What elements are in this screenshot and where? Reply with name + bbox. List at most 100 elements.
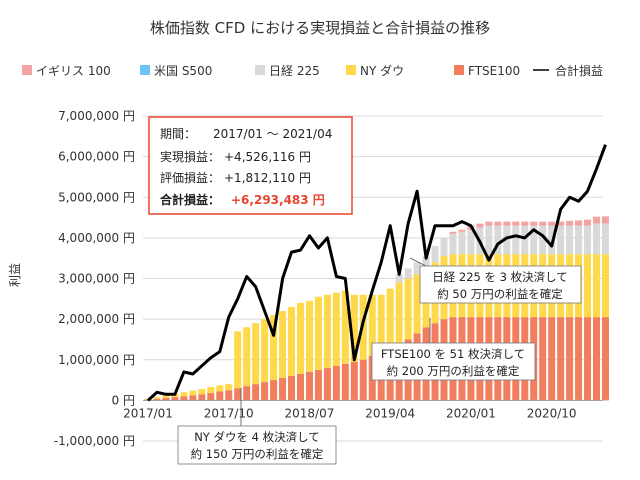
total-line — [146, 144, 607, 402]
x-tick-label: 2017/01 — [123, 406, 173, 420]
bar-segment — [593, 216, 600, 224]
bar-segment — [548, 317, 556, 401]
bar-segment — [261, 382, 269, 401]
bar-segment — [216, 391, 224, 401]
bar-segment — [539, 317, 547, 401]
legend-label: 日経 225 — [269, 64, 320, 78]
legend-swatch — [140, 65, 150, 75]
bar-segment — [584, 254, 592, 318]
y-tick-label: 0 円 — [112, 393, 135, 407]
bar-segment — [395, 282, 403, 344]
bar-segment — [225, 384, 233, 391]
bar-segment — [395, 274, 403, 283]
info-total-label: 合計損益： — [160, 192, 220, 207]
bar-segment — [601, 317, 609, 401]
x-tick-label: 2019/04 — [365, 406, 415, 420]
bar-segment — [512, 225, 520, 255]
bar-segment — [225, 390, 233, 401]
bar-segment — [601, 254, 609, 318]
annotation-ftse: FTSE100 を 51 枚決済して 約 200 万円の利益を確定 — [371, 318, 536, 381]
x-tick-label: 2020/01 — [446, 406, 496, 420]
bar-segment — [207, 393, 215, 401]
bar-segment — [413, 262, 421, 275]
bar-segment — [521, 221, 529, 226]
bar-segment — [530, 221, 538, 226]
y-axis-label: 利益 — [8, 263, 22, 287]
legend-swatch — [22, 65, 32, 75]
y-tick-label: -1,000,000 円 — [54, 434, 135, 448]
bar-segment — [458, 229, 466, 232]
bar-segment — [332, 292, 340, 366]
bar-segment — [341, 363, 349, 401]
info-period-label: 期間： — [160, 127, 196, 141]
bar-segment — [180, 396, 188, 401]
bar-segment — [180, 392, 188, 397]
annotation-nydow-line-2: 約 150 万円の利益を確定 — [191, 447, 324, 461]
annotation-ftse-box — [371, 342, 536, 381]
bar-segment — [279, 311, 287, 379]
bar-segment — [323, 367, 331, 401]
bar-segment — [503, 225, 511, 255]
bar-segment — [422, 256, 430, 271]
annotation-nikkei-line-2: 約 50 万円の利益を確定 — [437, 287, 563, 301]
legend-swatch — [255, 65, 265, 75]
info-total-value: +6,293,483 円 — [231, 193, 325, 207]
annotation-nydow: NY ダウを 4 枚決済して 約 150 万円の利益を確定 — [177, 388, 337, 465]
bar-segment — [485, 221, 493, 226]
bar-segment — [323, 294, 331, 368]
bar-segment — [162, 397, 170, 401]
bar-segment — [566, 225, 574, 255]
y-tick-label: 1,000,000 円 — [58, 353, 135, 367]
bar-segment — [458, 231, 466, 255]
bar-segment — [404, 268, 412, 279]
bar-segment — [557, 221, 565, 226]
bar-segment — [530, 225, 538, 255]
bar-segment — [539, 225, 547, 255]
info-realized-label: 実現損益： — [160, 149, 220, 164]
y-tick-label: 7,000,000 円 — [58, 109, 135, 123]
bar-segment — [153, 397, 161, 399]
bar-segment — [485, 225, 493, 255]
bar-segment — [368, 294, 376, 356]
bar-segment — [440, 237, 448, 257]
bar-segment — [377, 294, 385, 352]
bar-segment — [153, 398, 161, 401]
annotation-ftse-line-2: 約 200 万円の利益を確定 — [387, 364, 520, 378]
bar-segment — [557, 317, 565, 401]
bar-segment — [305, 300, 313, 372]
legend-label: 米国 S500 — [154, 64, 212, 78]
bar-segment — [512, 221, 520, 226]
legend-label: NY ダウ — [360, 63, 404, 78]
bar-segment — [566, 317, 574, 401]
x-tick-label: 2017/10 — [204, 406, 254, 420]
info-box: 期間： 2017/01 ～ 2021/04 実現損益： +4,526,116 円… — [148, 116, 353, 215]
bar-segment — [189, 390, 197, 396]
bar-segment — [314, 369, 322, 401]
annotation-nydow-line-1: NY ダウを 4 枚決済して — [194, 430, 320, 444]
info-realized-value: +4,526,116 円 — [224, 150, 311, 164]
bar-segment — [234, 331, 242, 389]
bar-segment — [557, 225, 565, 255]
info-box-frame — [148, 116, 353, 215]
bar-segment — [252, 384, 260, 401]
bar-segment — [593, 223, 600, 255]
y-ticks: -1,000,000 円 0 円 1,000,000 円 2,000,000 円 3,0… — [54, 109, 135, 448]
bar-segment — [332, 365, 340, 401]
bar-segment — [601, 223, 609, 255]
bar-segment — [207, 386, 215, 394]
legend: イギリス 100 米国 S500 日経 225 NY ダウ FTSE100 合計損益 — [22, 63, 603, 78]
bar-segment — [243, 386, 251, 401]
bar-segment — [431, 246, 439, 263]
chart-title: 株価指数 CFD における実現損益と合計損益の推移 — [150, 19, 490, 37]
bar-segment — [314, 296, 322, 370]
bar-segment — [584, 225, 592, 255]
bar-segment — [601, 216, 609, 224]
bar-segment — [350, 361, 358, 401]
bar-segment — [575, 220, 583, 226]
bar-segment — [279, 378, 287, 401]
bar-segment — [575, 317, 583, 401]
annotation-nikkei-line-1: 日経 225 を 3 枚決済して — [432, 270, 568, 284]
legend-label: 合計損益 — [555, 63, 603, 78]
info-unrealized-label: 評価損益： — [160, 170, 220, 185]
